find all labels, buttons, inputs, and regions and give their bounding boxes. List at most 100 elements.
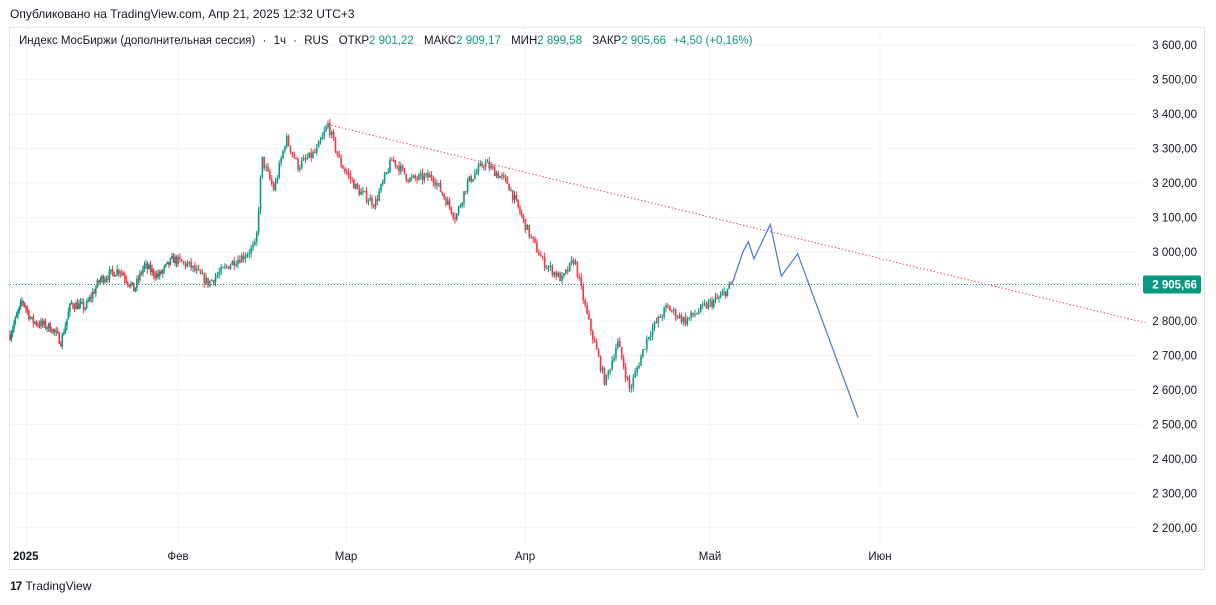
candle-body (330, 131, 333, 136)
candle-body (114, 275, 117, 277)
candle-body (299, 167, 301, 170)
candle-body (599, 356, 602, 371)
candle-body (265, 166, 267, 168)
candle-body (622, 358, 625, 368)
candle-body (269, 170, 271, 179)
legend-symbol[interactable]: Индекс МосБиржи (дополнительная сессия) (19, 35, 256, 47)
candle-body (661, 316, 664, 318)
candle-body (259, 177, 262, 211)
candle-body (19, 301, 22, 307)
x-tick-label: Фев (167, 551, 188, 563)
candle-body (532, 236, 534, 239)
candle-body (427, 173, 429, 178)
candle-body (142, 268, 144, 274)
candle-body (391, 159, 393, 161)
candle-body (250, 247, 252, 254)
candle-body (501, 175, 503, 177)
candle-body (437, 183, 440, 185)
candle-body (714, 297, 717, 301)
y-tick-label: 2 700,00 (1152, 350, 1197, 362)
candle-body (692, 312, 694, 316)
candle-body (122, 273, 125, 276)
candle-body (282, 150, 284, 159)
candle-body (180, 259, 183, 262)
candle-body (578, 276, 581, 278)
candle-body (372, 205, 375, 207)
candle-body (229, 265, 232, 269)
candle-body (194, 265, 196, 271)
candle-body (154, 275, 156, 278)
candle-body (310, 152, 312, 158)
candle-body (209, 280, 211, 286)
tradingview-footer[interactable]: 17 TradingView (10, 579, 91, 593)
candle-body (619, 341, 621, 347)
candle-body (490, 165, 492, 169)
candle-body (278, 163, 281, 178)
candle-body (87, 300, 89, 302)
candle-body (617, 341, 619, 349)
last-price-badge (1143, 275, 1201, 294)
candle-body (669, 306, 671, 311)
candle-body (374, 199, 377, 207)
candle-body (233, 260, 236, 266)
candle-body (158, 271, 161, 277)
candle-body (270, 178, 273, 184)
candle-body (520, 212, 523, 216)
candle-body (465, 191, 467, 193)
candle-body (41, 320, 44, 325)
candle-body (78, 303, 80, 310)
trend-line (327, 124, 1146, 324)
candle-body (272, 183, 275, 191)
candle-body (267, 166, 269, 171)
candle-body (540, 255, 542, 257)
candle-body (172, 256, 175, 263)
candle-body (314, 152, 316, 154)
candle-body (481, 163, 483, 167)
candle-body (530, 236, 532, 238)
candle-body (472, 179, 474, 182)
candle-body (35, 321, 38, 325)
candle-body (285, 136, 288, 147)
candle-body (597, 349, 600, 357)
candle-body (382, 181, 384, 185)
candle-body (414, 175, 417, 179)
legend-interval[interactable]: 1ч (273, 35, 286, 47)
candle-body (367, 200, 370, 202)
candle-body (254, 241, 256, 245)
candle-body (40, 320, 42, 327)
chart-frame[interactable] (9, 27, 1205, 570)
candle-body (655, 322, 658, 324)
candle-body (694, 314, 696, 316)
candle-body (389, 159, 391, 173)
candle-body (607, 371, 610, 375)
candle-body (336, 151, 339, 155)
candle-body (52, 329, 54, 333)
candle-body (678, 314, 681, 318)
legend-low-label: МИН (511, 35, 538, 47)
candle-body (263, 156, 266, 168)
candle-body (32, 317, 35, 324)
candle-body (549, 265, 552, 267)
candle-body (108, 270, 111, 280)
candle-body (455, 213, 458, 220)
candle-body (240, 255, 243, 263)
candle-body (69, 303, 71, 312)
candle-body (541, 256, 544, 258)
y-tick-label: 2 300,00 (1152, 488, 1197, 500)
candle-body (450, 207, 453, 214)
candle-body (718, 297, 720, 299)
candle-body (649, 335, 652, 338)
candle-body (466, 180, 469, 192)
candle-body (719, 295, 722, 298)
candle-body (508, 183, 510, 191)
candle-body (116, 269, 118, 276)
candle-body (671, 310, 673, 312)
candle-body (457, 207, 460, 214)
candle-body (672, 309, 675, 311)
candle-body (90, 296, 93, 299)
candle-body (165, 263, 167, 267)
candle-body (470, 176, 473, 182)
candle-body (235, 264, 237, 266)
candle-body (613, 357, 615, 361)
